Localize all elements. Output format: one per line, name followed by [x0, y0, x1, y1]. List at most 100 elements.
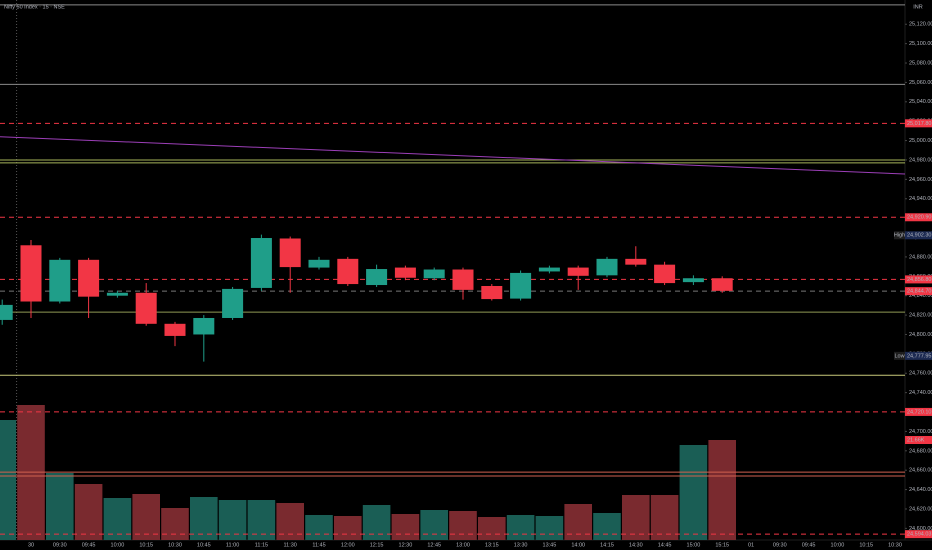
candle-body: [106, 292, 128, 296]
candle-body: [366, 269, 388, 286]
candle-body: [250, 238, 272, 288]
x-tick-label: 09:30: [53, 542, 67, 548]
candle-body: [78, 259, 100, 297]
price-label-box: [905, 530, 932, 539]
price-label: 24,594.03: [907, 532, 931, 538]
volume-bar: [334, 516, 362, 540]
axis-layer: 25,120.00 25,100.00 25,080.00 25,060.00 25,0…: [28, 22, 932, 548]
x-tick-label: 15:15: [715, 542, 729, 548]
volume-bar: [161, 508, 189, 540]
price-label: 24,844.70: [907, 289, 931, 295]
x-tick-label: 12:00: [341, 542, 355, 548]
candle-body: [164, 323, 186, 336]
candle-body: [682, 278, 704, 283]
y-tick-label: 24,800.00: [909, 332, 932, 338]
candles-layer: [0, 234, 733, 362]
candle-body: [308, 259, 330, 268]
price-label-box: [905, 119, 932, 128]
y-tick-label: 24,740.00: [909, 390, 932, 396]
candle-body: [567, 267, 589, 276]
y-tick-label: 24,660.00: [909, 468, 932, 474]
volume-bar: [593, 513, 621, 540]
price-label: 24,720.10: [907, 409, 931, 415]
volume-bar: [46, 473, 74, 540]
volume-bar: [74, 484, 103, 540]
volume-bar: [190, 497, 218, 540]
volume-bar: [506, 515, 535, 540]
x-tick-label: 11:15: [255, 542, 268, 548]
candle-body: [481, 285, 503, 300]
volume-bar: [362, 505, 391, 540]
x-tick-label: 11:45: [312, 542, 325, 548]
chart-title: Nifty 50 Index · 15 · NSE: [4, 4, 65, 10]
candle-body: [452, 269, 474, 290]
x-tick-label: 12:45: [427, 542, 441, 548]
y-tick-label: 24,840.00: [909, 293, 932, 299]
price-label-box: [905, 287, 932, 296]
y-tick-label: 24,680.00: [909, 448, 932, 454]
candle-body: [193, 317, 215, 335]
price-label-box: [905, 275, 932, 284]
candle-body: [625, 258, 647, 265]
price-label: 24,920.90: [907, 215, 931, 221]
price-label: 24,856.80: [907, 277, 931, 283]
x-tick-label: 10:30: [168, 542, 182, 548]
x-tick-label: 13:30: [514, 542, 528, 548]
candle-body: [423, 269, 445, 279]
candle-body: [49, 259, 71, 302]
price-label-box: [905, 407, 932, 416]
x-tick-label: 11:00: [226, 542, 239, 548]
candle-body: [394, 267, 416, 278]
y-tick-label: 24,960.00: [909, 177, 932, 183]
volume-bar: [622, 495, 650, 540]
x-tick-label: 13:15: [485, 542, 499, 548]
y-tick-label: 24,640.00: [909, 487, 932, 493]
x-tick-label: 10:30: [888, 542, 902, 548]
trendline: [0, 136, 906, 175]
candle-body: [0, 304, 13, 320]
y-tick-label: 24,760.00: [909, 371, 932, 377]
price-tag-box: [894, 231, 905, 240]
candle-body: [711, 278, 733, 291]
price-label-box: [905, 351, 932, 360]
x-tick-label: 30: [28, 542, 34, 548]
volume-bar: [679, 445, 708, 540]
candle-body: [279, 238, 301, 268]
volume-bar: [305, 515, 333, 540]
volume-bar: [535, 516, 564, 540]
x-tick-label: 15:00: [687, 542, 701, 548]
x-tick-label: 11:30: [284, 542, 297, 548]
candle-body: [20, 245, 42, 302]
volume-label-box: [905, 436, 932, 444]
price-label-box: [905, 213, 932, 222]
y-tick-label: 25,080.00: [909, 60, 932, 66]
x-tick-label: 14:45: [658, 542, 672, 548]
candle-body: [654, 264, 676, 284]
y-tick-label: 24,940.00: [909, 196, 932, 202]
volume-bar: [650, 495, 679, 540]
volume-label: 21.66K: [907, 437, 925, 443]
candle-body: [222, 288, 244, 318]
candle-body: [510, 272, 532, 299]
volume-bar: [391, 514, 420, 540]
x-tick-label: 09:45: [802, 542, 816, 548]
volume-bar: [708, 440, 736, 540]
y-tick-label: 25,060.00: [909, 80, 932, 86]
volume-bar: [218, 500, 247, 540]
candle-body: [135, 292, 157, 324]
price-label-box: [905, 231, 932, 240]
x-tick-label: 10:00: [831, 542, 845, 548]
x-tick-label: 10:15: [859, 542, 873, 548]
x-tick-label: 13:45: [543, 542, 557, 548]
price-label: 25,017.80: [907, 121, 931, 127]
x-tick-label: 13:00: [456, 542, 470, 548]
volume-bar: [132, 494, 160, 540]
candle-body: [596, 258, 618, 276]
volume-bar: [420, 510, 448, 540]
currency: INR: [913, 4, 923, 10]
y-tick-label: 25,120.00: [909, 22, 932, 28]
y-tick-label: 24,600.00: [909, 526, 932, 532]
x-tick-label: 14:30: [629, 542, 643, 548]
price-tag: Low: [894, 353, 904, 359]
x-tick-label: 09:45: [82, 542, 96, 548]
